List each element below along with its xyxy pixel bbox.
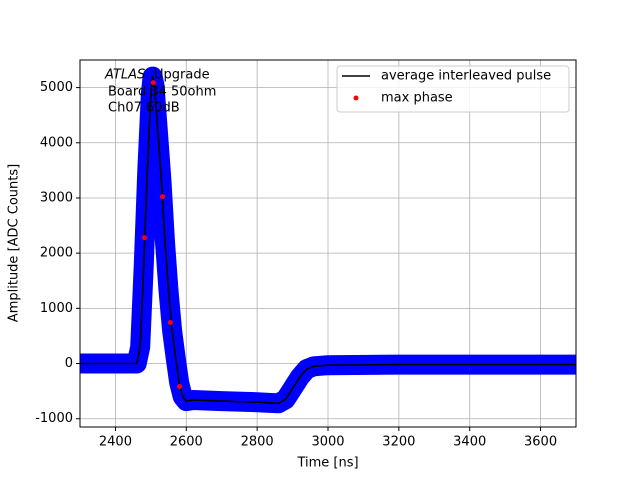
annotation-line: Upgrade bbox=[154, 68, 210, 83]
legend: average interleaved pulse max phase bbox=[336, 65, 570, 113]
annotation-line: Board 34 50ohm bbox=[108, 85, 216, 100]
point bbox=[177, 384, 183, 390]
y-tick-label: -1000 bbox=[35, 411, 73, 426]
y-tick-label: 4000 bbox=[40, 135, 73, 150]
line bbox=[80, 75, 576, 405]
x-axis-label: Time [ns] bbox=[296, 456, 358, 471]
x-tick-label: 2400 bbox=[99, 435, 132, 450]
legend-marker bbox=[353, 95, 359, 101]
x-tick-label: 2600 bbox=[170, 435, 203, 450]
y-tick-label: 1000 bbox=[40, 301, 73, 316]
x-tick-label: 3400 bbox=[453, 435, 486, 450]
legend-label: max phase bbox=[381, 91, 453, 106]
x-tick-label: 3200 bbox=[382, 435, 415, 450]
y-tick-label: 3000 bbox=[40, 190, 73, 205]
legend-label: average interleaved pulse bbox=[381, 69, 551, 84]
annotation-italic: ATLAS bbox=[104, 68, 145, 83]
point bbox=[167, 320, 173, 326]
legend-box bbox=[336, 65, 570, 113]
annotation-line: Ch07 60dB bbox=[108, 101, 180, 116]
x-tick-label: 3000 bbox=[311, 435, 344, 450]
plot bbox=[80, 66, 576, 414]
y-tick-label: 2000 bbox=[40, 246, 73, 261]
y-tick-label: 5000 bbox=[40, 80, 73, 95]
grid bbox=[80, 60, 576, 427]
y-axis-label: Amplitude [ADC Counts] bbox=[7, 164, 22, 322]
point bbox=[150, 80, 156, 86]
point bbox=[141, 235, 147, 241]
point bbox=[160, 194, 166, 200]
x-tick-label: 3600 bbox=[524, 435, 557, 450]
y-tick-label: 0 bbox=[65, 356, 73, 371]
x-tick-label: 2800 bbox=[241, 435, 274, 450]
